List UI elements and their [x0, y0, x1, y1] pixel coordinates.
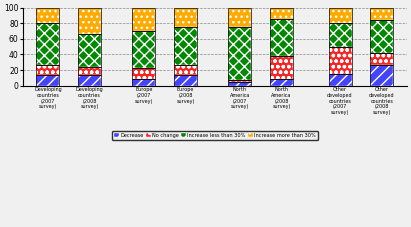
- Bar: [229, 27, 252, 80]
- Bar: [132, 68, 155, 79]
- Bar: [37, 23, 59, 65]
- Bar: [78, 34, 101, 67]
- Bar: [370, 65, 393, 86]
- Bar: [132, 8, 155, 31]
- Bar: [328, 74, 351, 86]
- Bar: [370, 20, 393, 53]
- Bar: [328, 23, 351, 47]
- Bar: [370, 8, 393, 20]
- Bar: [78, 75, 101, 86]
- Bar: [229, 80, 252, 82]
- Bar: [132, 8, 155, 31]
- Bar: [370, 53, 393, 65]
- Bar: [229, 80, 252, 82]
- Bar: [229, 82, 252, 86]
- Bar: [174, 65, 197, 75]
- Bar: [174, 8, 197, 27]
- Bar: [328, 47, 351, 74]
- Bar: [78, 67, 101, 75]
- Bar: [370, 20, 393, 53]
- Bar: [328, 23, 351, 47]
- Bar: [229, 8, 252, 27]
- Bar: [174, 65, 197, 75]
- Bar: [328, 8, 351, 23]
- Bar: [270, 79, 293, 86]
- Bar: [270, 56, 293, 79]
- Bar: [174, 27, 197, 65]
- Bar: [78, 8, 101, 34]
- Bar: [270, 19, 293, 56]
- Bar: [174, 27, 197, 65]
- Bar: [132, 79, 155, 86]
- Bar: [37, 23, 59, 65]
- Legend: Decrease, No change, Increase less than 30%, Increase more than 30%: Decrease, No change, Increase less than …: [112, 131, 318, 140]
- Bar: [270, 56, 293, 79]
- Bar: [37, 75, 59, 86]
- Bar: [78, 67, 101, 75]
- Bar: [37, 75, 59, 86]
- Bar: [328, 8, 351, 23]
- Bar: [229, 82, 252, 86]
- Bar: [37, 8, 59, 23]
- Bar: [370, 65, 393, 86]
- Bar: [78, 8, 101, 34]
- Bar: [78, 75, 101, 86]
- Bar: [270, 79, 293, 86]
- Bar: [370, 53, 393, 65]
- Bar: [174, 75, 197, 86]
- Bar: [270, 8, 293, 19]
- Bar: [229, 27, 252, 80]
- Bar: [132, 68, 155, 79]
- Bar: [37, 8, 59, 23]
- Bar: [229, 8, 252, 27]
- Bar: [78, 34, 101, 67]
- Bar: [270, 19, 293, 56]
- Bar: [37, 65, 59, 75]
- Bar: [37, 65, 59, 75]
- Bar: [132, 79, 155, 86]
- Bar: [132, 31, 155, 68]
- Bar: [328, 74, 351, 86]
- Bar: [174, 75, 197, 86]
- Bar: [270, 8, 293, 19]
- Bar: [370, 8, 393, 20]
- Bar: [328, 47, 351, 74]
- Bar: [132, 31, 155, 68]
- Bar: [174, 8, 197, 27]
